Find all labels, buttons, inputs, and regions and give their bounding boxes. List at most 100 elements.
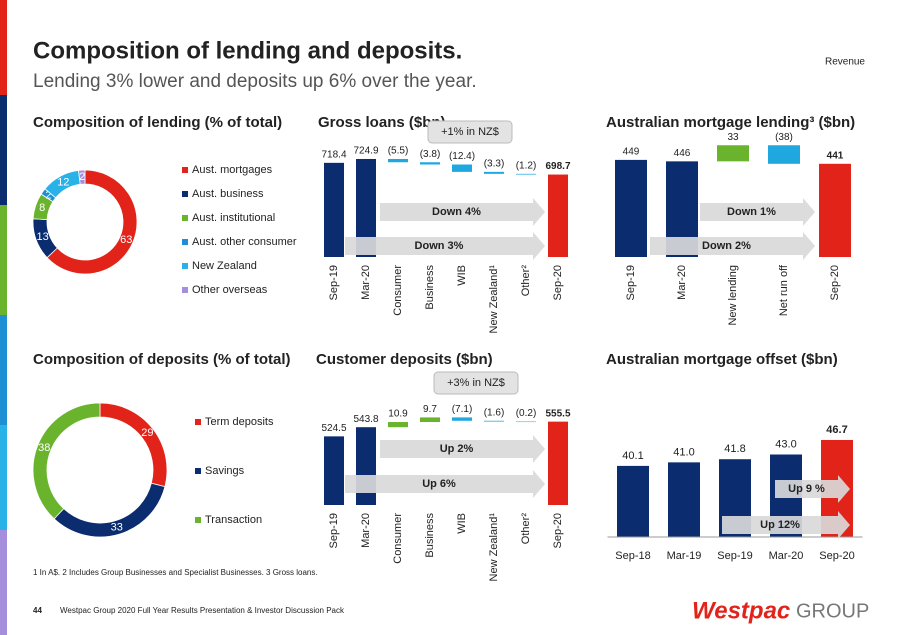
x-tick-label: New lending (727, 265, 739, 326)
x-tick-label: WIB (456, 513, 468, 534)
x-tick-label: Mar-19 (667, 550, 702, 562)
annotation: Down 1% (727, 206, 776, 218)
bar (548, 174, 568, 257)
slice-label: 12 (57, 176, 69, 188)
value-label: 10.9 (388, 409, 408, 420)
chart-title: Australian mortgage offset ($bn) (606, 351, 838, 368)
donut-slice (46, 169, 138, 275)
bar (717, 145, 749, 162)
x-tick-label: Other² (520, 513, 532, 545)
strip (0, 205, 7, 315)
chart-title: Composition of lending (% of total) (33, 114, 282, 131)
bar (516, 173, 536, 175)
footer-text: Westpac Group 2020 Full Year Results Pre… (60, 606, 345, 615)
legend-swatch (195, 468, 201, 474)
slice-label: 38 (38, 442, 50, 454)
donut-slice (99, 402, 168, 488)
legend-swatch (182, 239, 188, 245)
x-tick-label: Other² (520, 265, 532, 297)
annotation-arrow (380, 435, 545, 463)
x-tick-label: Sep-20 (552, 513, 564, 548)
x-tick-label: New Zealand¹ (488, 265, 500, 334)
bar (516, 421, 536, 423)
value-label: 43.0 (775, 438, 796, 450)
value-label: 41.0 (673, 446, 694, 458)
legend-swatch (182, 167, 188, 173)
legend-label: New Zealand (192, 260, 257, 272)
legend-swatch (195, 517, 201, 523)
x-tick-label: Consumer (392, 265, 404, 316)
tag: Revenue (825, 57, 865, 68)
bar (617, 465, 649, 537)
chart-title: Australian mortgage lending³ ($bn) (606, 114, 855, 131)
legend-swatch (182, 263, 188, 269)
donut-slice (53, 482, 166, 538)
annotation: Up 12% (760, 519, 800, 531)
annotation: Up 9 % (788, 483, 825, 495)
bar (819, 163, 851, 257)
bar (388, 422, 408, 428)
annotation: Down 3% (415, 240, 464, 252)
slice-label: 63 (120, 234, 132, 246)
value-label: 441 (827, 150, 844, 161)
donut-slice (32, 402, 101, 520)
bar (452, 164, 472, 172)
legend-swatch (182, 191, 188, 197)
x-tick-label: Sep-20 (819, 550, 854, 562)
chart-title: Gross loans ($bn) (318, 114, 446, 131)
bar (420, 417, 440, 423)
title: Composition of lending and deposits. (33, 37, 462, 64)
legend-label: Term deposits (205, 416, 274, 428)
legend-swatch (182, 215, 188, 221)
legend-label: Aust. other consumer (192, 236, 297, 248)
value-label: (38) (775, 132, 793, 143)
legend-swatch (182, 287, 188, 293)
legend-swatch (195, 419, 201, 425)
logo-group: GROUP (796, 600, 869, 622)
x-tick-label: New Zealand¹ (488, 513, 500, 582)
value-label: 449 (623, 147, 640, 158)
annotation-box (433, 371, 519, 395)
bar (548, 421, 568, 505)
annotation-arrow (650, 232, 815, 260)
annotation: Up 2% (440, 443, 474, 455)
annotation-arrow (380, 198, 545, 226)
x-tick-label: Sep-20 (829, 265, 841, 300)
x-tick-label: WIB (456, 265, 468, 286)
bar (668, 462, 700, 537)
bar (324, 162, 344, 257)
strip (0, 315, 7, 425)
chart-title: Composition of deposits (% of total) (33, 351, 290, 368)
value-label: 718.4 (321, 149, 346, 160)
annotation: Down 2% (702, 240, 751, 252)
slice-label: 2 (79, 171, 85, 183)
slice-label: 2 (46, 189, 52, 201)
bar (615, 159, 647, 257)
x-tick-label: Consumer (392, 513, 404, 564)
bar (768, 145, 800, 164)
slice-label: 8 (39, 202, 45, 214)
legend-label: Transaction (205, 514, 262, 526)
x-tick-label: Mar-20 (360, 513, 372, 548)
value-label: (3.8) (420, 149, 441, 160)
legend-label: Aust. mortgages (192, 164, 273, 176)
value-label: 9.7 (423, 404, 437, 415)
value-label: (3.3) (484, 159, 505, 170)
x-tick-label: Sep-18 (615, 550, 650, 562)
x-tick-label: Sep-19 (717, 550, 752, 562)
value-label: (7.1) (452, 404, 473, 415)
value-label: 46.7 (826, 424, 847, 436)
value-label: 40.1 (622, 450, 643, 462)
strip (0, 425, 7, 530)
annotation: +1% in NZ$ (441, 126, 499, 138)
slice-label: 29 (141, 427, 153, 439)
footnote: 1 In A$. 2 Includes Group Businesses and… (33, 568, 318, 577)
x-tick-label: Sep-19 (328, 265, 340, 300)
bar (420, 162, 440, 165)
slice-label: 33 (111, 522, 123, 534)
slice-label: 13 (37, 231, 49, 243)
x-tick-label: Sep-20 (552, 265, 564, 300)
chart-title: Customer deposits ($bn) (316, 351, 493, 368)
x-tick-label: Business (424, 265, 436, 310)
x-tick-label: Sep-19 (625, 265, 637, 300)
